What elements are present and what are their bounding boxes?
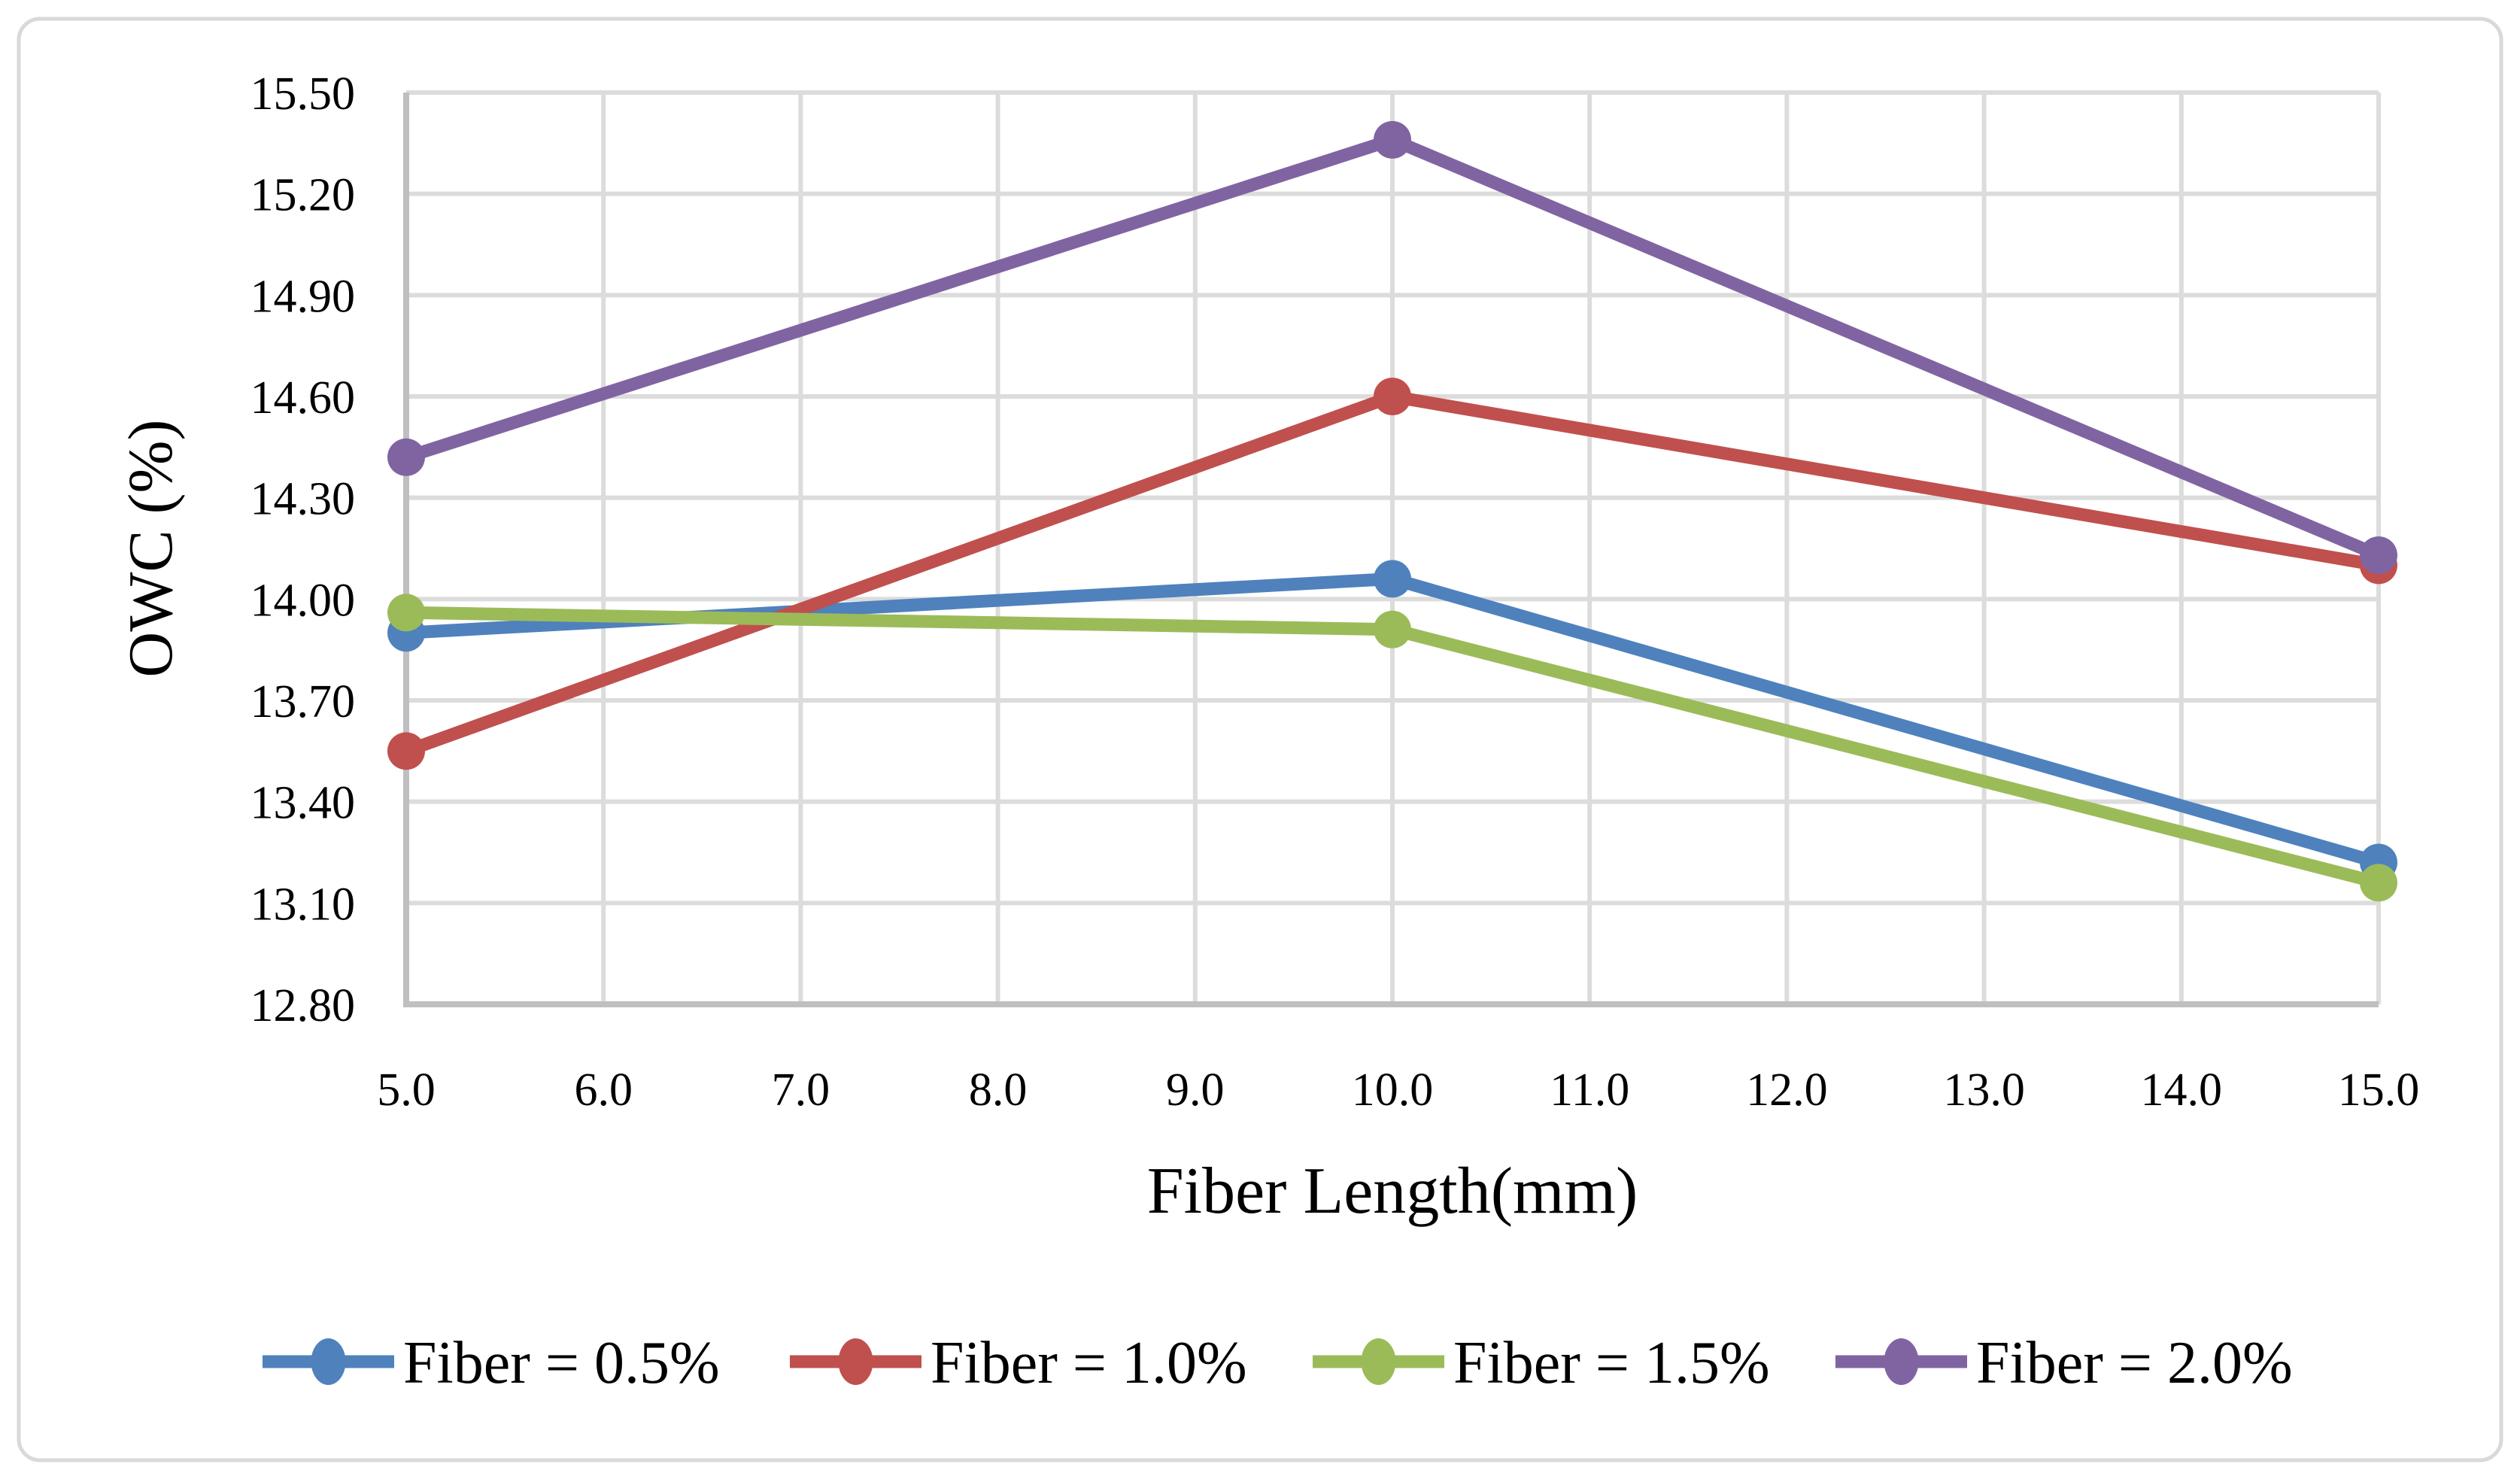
figure-border xyxy=(17,17,2503,1462)
y-tick-label: 14.90 xyxy=(250,271,356,322)
y-tick-label: 15.20 xyxy=(250,170,356,221)
legend-marker-icon xyxy=(1361,1338,1396,1385)
series-point xyxy=(387,438,425,476)
legend-label: Fiber = 1.0% xyxy=(931,1330,1247,1396)
x-tick-label: 10.0 xyxy=(1352,1064,1434,1116)
legend-item: Fiber = 1.0% xyxy=(790,1330,1247,1396)
legend: Fiber = 0.5% Fiber = 1.0% Fiber = 1.5% Fibe… xyxy=(263,1330,2293,1396)
x-tick-label: 9.0 xyxy=(1166,1064,1225,1116)
legend-label: Fiber = 0.5% xyxy=(403,1330,720,1396)
axis-lines xyxy=(403,93,2379,1007)
x-tick-label: 12.0 xyxy=(1746,1064,1828,1116)
legend-item: Fiber = 1.5% xyxy=(1313,1330,1770,1396)
x-tick-label: 13.0 xyxy=(1943,1064,2025,1116)
series-point xyxy=(387,594,425,632)
series-point xyxy=(2360,864,2397,902)
x-axis-tick-labels: 5.0 6.0 7.0 8.0 9.0 10.0 11.0 12.0 13.0 14.0 15.0 xyxy=(377,1064,2419,1116)
y-tick-label: 14.00 xyxy=(250,575,356,626)
y-tick-label: 15.50 xyxy=(250,68,356,120)
series-point xyxy=(387,732,425,770)
x-tick-label: 6.0 xyxy=(574,1064,633,1116)
x-axis-title: Fiber Length(mm) xyxy=(1147,1155,1638,1228)
y-tick-label: 14.30 xyxy=(250,474,356,525)
x-tick-label: 8.0 xyxy=(969,1064,1028,1116)
series-point xyxy=(1374,560,1411,598)
series-point xyxy=(1374,378,1411,415)
series-point xyxy=(2360,536,2397,574)
legend-marker-icon xyxy=(838,1338,873,1385)
series-point xyxy=(1374,120,1411,159)
legend-marker-icon xyxy=(311,1338,346,1385)
y-tick-label: 13.10 xyxy=(250,879,356,930)
x-tick-label: 15.0 xyxy=(2338,1064,2420,1116)
y-tick-label: 14.60 xyxy=(250,372,356,424)
series-point xyxy=(1374,610,1411,648)
legend-item: Fiber = 2.0% xyxy=(1835,1330,2293,1396)
x-tick-label: 5.0 xyxy=(377,1064,436,1116)
y-tick-label: 13.70 xyxy=(250,676,356,727)
x-tick-label: 7.0 xyxy=(772,1064,830,1116)
y-axis-title: OWC (%) xyxy=(116,420,186,678)
legend-item: Fiber = 0.5% xyxy=(263,1330,720,1396)
legend-label: Fiber = 2.0% xyxy=(1976,1330,2293,1396)
y-tick-label: 13.40 xyxy=(250,778,356,829)
y-tick-label: 12.80 xyxy=(250,980,356,1031)
legend-marker-icon xyxy=(1884,1338,1919,1385)
x-tick-label: 14.0 xyxy=(2141,1064,2223,1116)
x-tick-label: 11.0 xyxy=(1550,1064,1629,1116)
y-axis-tick-labels: 12.80 13.10 13.40 13.70 14.00 14.30 14.60 14.90… xyxy=(250,68,356,1031)
legend-label: Fiber = 1.5% xyxy=(1453,1330,1770,1396)
data-series xyxy=(387,120,2397,902)
